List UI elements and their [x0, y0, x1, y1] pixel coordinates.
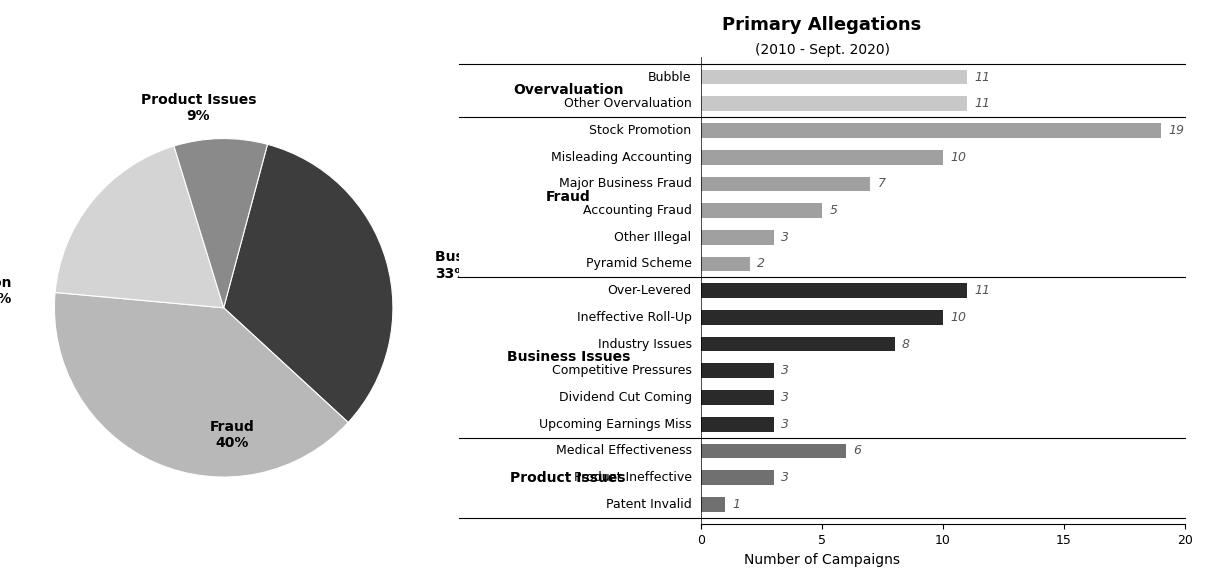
Text: 10: 10 [950, 311, 966, 324]
Bar [701, 443, 846, 458]
Text: 7: 7 [878, 177, 886, 190]
Text: Over-Levered: Over-Levered [607, 284, 692, 297]
Bar [701, 337, 895, 352]
Text: 2: 2 [757, 258, 765, 271]
Text: Product Ineffective: Product Ineffective [573, 471, 692, 484]
Bar [701, 497, 725, 512]
Text: Business Issues
33%: Business Issues 33% [435, 250, 559, 280]
Text: Industry Issues: Industry Issues [597, 337, 692, 351]
Text: Major Business Fraud: Major Business Fraud [559, 177, 692, 190]
Text: Product Issues
9%: Product Issues 9% [140, 93, 256, 123]
Bar [701, 390, 774, 405]
Text: Medical Effectiveness: Medical Effectiveness [556, 445, 692, 458]
Text: Other Overvaluation: Other Overvaluation [563, 97, 692, 110]
X-axis label: Number of Campaigns: Number of Campaigns [744, 553, 901, 567]
Text: Pyramid Scheme: Pyramid Scheme [585, 258, 692, 271]
Text: 11: 11 [974, 284, 990, 297]
Wedge shape [54, 292, 348, 477]
Text: Fraud
40%: Fraud 40% [209, 420, 255, 450]
Text: 11: 11 [974, 97, 990, 110]
Text: Overvaluation
19%: Overvaluation 19% [0, 276, 12, 306]
Text: 3: 3 [781, 391, 789, 404]
Text: 10: 10 [950, 150, 966, 164]
Bar [701, 230, 774, 245]
Wedge shape [224, 144, 393, 422]
Text: Patent Invalid: Patent Invalid [606, 498, 692, 511]
Bar [701, 70, 967, 84]
Text: 6: 6 [854, 445, 862, 458]
Text: 19: 19 [1168, 124, 1184, 137]
Bar [701, 123, 1161, 138]
Text: Other Illegal: Other Illegal [614, 231, 692, 244]
Bar [701, 283, 967, 298]
Wedge shape [174, 139, 267, 308]
Bar [701, 310, 943, 325]
Text: Business Issues: Business Issues [507, 351, 630, 364]
Text: Product Issues: Product Issues [510, 471, 626, 484]
Text: Misleading Accounting: Misleading Accounting [550, 150, 692, 164]
Text: 3: 3 [781, 364, 789, 377]
Text: Accounting Fraud: Accounting Fraud [583, 204, 692, 217]
Wedge shape [56, 146, 224, 308]
Bar [701, 417, 774, 431]
Text: Dividend Cut Coming: Dividend Cut Coming [559, 391, 692, 404]
Bar [701, 96, 967, 111]
Bar [701, 177, 870, 191]
Text: 3: 3 [781, 418, 789, 431]
Text: 8: 8 [902, 337, 910, 351]
Text: Ineffective Roll-Up: Ineffective Roll-Up [577, 311, 692, 324]
Bar [701, 150, 943, 165]
Text: 3: 3 [781, 231, 789, 244]
Text: Fraud: Fraud [545, 190, 591, 204]
Text: Stock Promotion: Stock Promotion [590, 124, 692, 137]
Text: Upcoming Earnings Miss: Upcoming Earnings Miss [539, 418, 692, 431]
Bar [701, 203, 822, 218]
Text: Competitive Pressures: Competitive Pressures [551, 364, 692, 377]
Bar [701, 470, 774, 485]
Text: Primary Allegations: Primary Allegations [723, 15, 921, 34]
Bar [701, 256, 750, 271]
Text: Overvaluation: Overvaluation [513, 83, 624, 97]
Text: 11: 11 [974, 71, 990, 84]
Text: Bubble: Bubble [648, 71, 692, 84]
Bar [701, 364, 774, 378]
Text: 1: 1 [733, 498, 741, 511]
Text: 5: 5 [829, 204, 838, 217]
Text: (2010 - Sept. 2020): (2010 - Sept. 2020) [754, 43, 890, 57]
Text: 3: 3 [781, 471, 789, 484]
